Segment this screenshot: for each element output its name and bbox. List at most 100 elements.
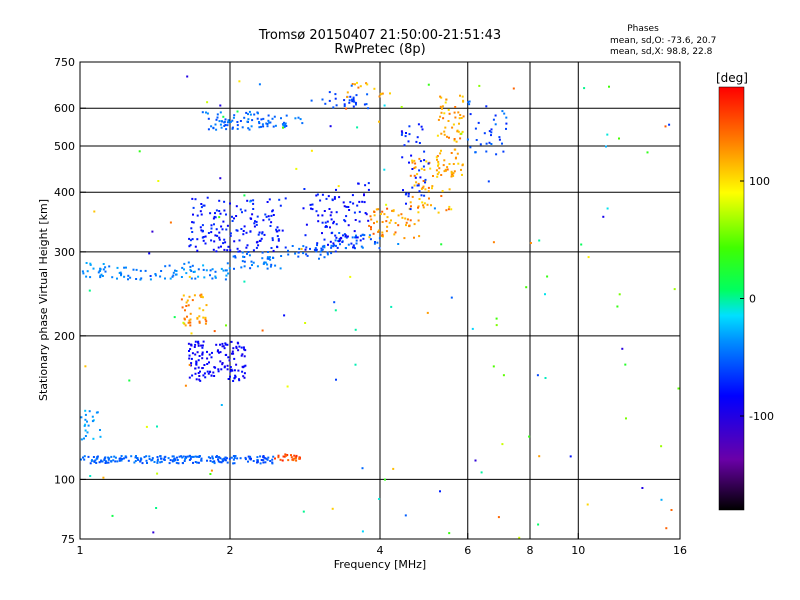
data-point <box>332 106 335 109</box>
data-point <box>386 207 389 210</box>
data-point <box>262 455 265 457</box>
data-point <box>262 459 265 462</box>
data-point <box>265 457 268 460</box>
data-point <box>292 459 295 462</box>
data-point <box>82 456 84 459</box>
data-point <box>180 455 183 458</box>
data-point <box>410 205 412 208</box>
data-point <box>498 136 501 139</box>
data-point <box>485 150 488 153</box>
data-point <box>159 461 162 464</box>
data-point <box>474 151 477 154</box>
data-point <box>373 242 376 245</box>
data-point <box>176 459 179 461</box>
data-point <box>400 106 403 108</box>
data-point <box>445 209 448 212</box>
data-point <box>220 225 223 228</box>
data-point <box>502 374 505 377</box>
data-point <box>206 350 208 353</box>
data-point <box>490 131 493 134</box>
data-point <box>297 251 300 254</box>
data-point <box>397 243 400 245</box>
data-point <box>195 362 198 365</box>
data-point <box>408 161 410 164</box>
data-point <box>438 167 441 170</box>
data-point <box>186 299 189 302</box>
data-point <box>345 215 348 218</box>
data-point <box>204 322 207 325</box>
data-point <box>258 231 261 234</box>
data-point <box>456 152 459 155</box>
data-point <box>84 429 87 432</box>
data-point <box>211 455 214 458</box>
data-point <box>329 125 332 128</box>
data-point <box>352 98 355 101</box>
data-point <box>223 457 226 460</box>
data-point <box>220 267 223 270</box>
data-point <box>84 365 87 368</box>
data-point <box>207 456 210 459</box>
data-point <box>272 249 275 252</box>
data-point <box>488 141 491 144</box>
data-point <box>621 347 624 350</box>
data-point <box>309 247 311 250</box>
data-point <box>197 340 200 343</box>
data-point <box>188 357 191 360</box>
data-point <box>191 352 194 355</box>
data-point <box>95 462 98 464</box>
data-point <box>213 330 216 333</box>
data-point <box>243 365 246 368</box>
data-point <box>214 276 217 279</box>
data-point <box>149 278 152 281</box>
data-point <box>287 249 289 252</box>
data-point <box>357 86 360 89</box>
data-point <box>460 117 463 119</box>
data-point <box>89 462 92 465</box>
data-point <box>83 455 86 458</box>
data-point <box>201 353 204 355</box>
data-point <box>440 174 443 176</box>
data-point <box>198 355 201 357</box>
data-point <box>169 277 172 280</box>
data-point <box>348 99 351 102</box>
data-point <box>279 267 282 270</box>
data-point <box>268 256 271 259</box>
data-point <box>120 459 123 462</box>
data-point <box>139 457 142 460</box>
data-point <box>113 455 116 458</box>
data-point <box>201 236 204 239</box>
data-point <box>450 170 453 173</box>
data-point <box>241 260 244 263</box>
data-point <box>226 224 229 227</box>
data-point <box>222 269 225 272</box>
data-point <box>363 234 366 237</box>
data-point <box>318 257 320 260</box>
data-point <box>151 457 154 460</box>
data-point <box>270 263 273 266</box>
data-point <box>335 211 338 214</box>
data-point <box>214 216 217 219</box>
data-point <box>474 459 477 462</box>
data-point <box>273 115 276 118</box>
data-point <box>452 123 455 126</box>
data-point <box>352 105 355 108</box>
data-point <box>229 121 232 123</box>
data-point <box>279 458 282 461</box>
y-tick-label: 750 <box>54 56 75 69</box>
data-point <box>243 280 246 283</box>
colorbar-tick-label: 100 <box>749 175 770 188</box>
data-point <box>171 455 174 458</box>
data-point <box>440 132 443 135</box>
data-point <box>83 458 86 461</box>
data-point <box>343 99 346 102</box>
data-point <box>302 207 305 210</box>
data-point <box>99 268 102 271</box>
data-point <box>352 244 355 247</box>
data-point <box>198 378 201 381</box>
data-point <box>294 457 297 460</box>
data-point <box>305 246 308 249</box>
data-point <box>102 268 105 271</box>
data-point <box>92 267 95 270</box>
data-point <box>367 107 370 110</box>
data-point <box>224 458 227 461</box>
